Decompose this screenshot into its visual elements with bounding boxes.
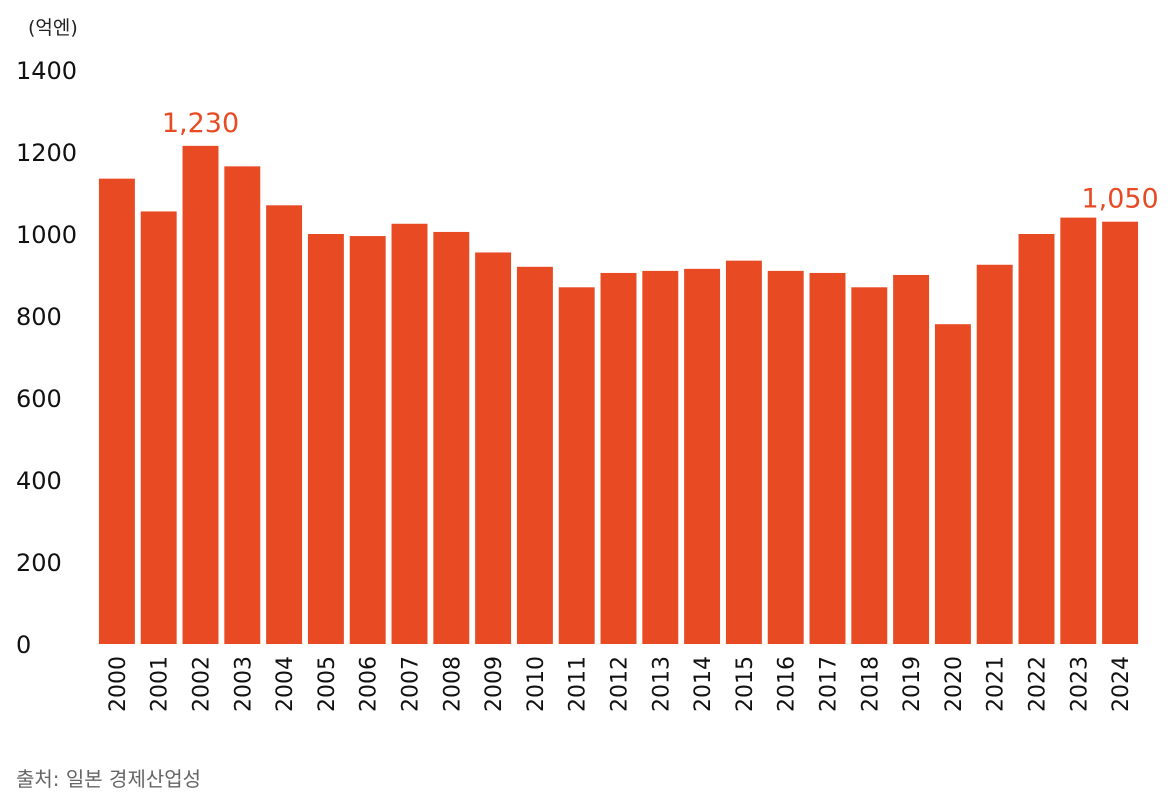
x-tick-label: 2024	[1109, 656, 1134, 712]
bar-2001	[140, 211, 177, 644]
x-tick-label: 2008	[440, 656, 465, 712]
x-tick-label: 2010	[524, 656, 549, 712]
bar-2020	[934, 324, 971, 644]
x-tick-label: 2020	[942, 656, 967, 712]
bar-2009	[475, 252, 512, 644]
bar-2011	[558, 287, 595, 644]
x-tick-label: 2002	[190, 656, 215, 712]
bar-2022	[1018, 234, 1055, 644]
y-tick-label: 1000	[16, 221, 77, 249]
bar-2021	[976, 264, 1013, 644]
x-axis: 2000 2001 2002 2003 2004 2005 2006 2007 2008 2009…	[106, 656, 1134, 712]
bar-2019	[893, 275, 930, 644]
y-tick-label: 0	[16, 631, 31, 659]
bar-2018	[851, 287, 888, 644]
bar-2014	[684, 268, 721, 644]
y-unit-label: (억엔)	[28, 17, 78, 39]
y-tick-label: 800	[16, 303, 62, 331]
bar-2000	[98, 178, 135, 644]
source-note: 출처: 일본 경제산업성	[16, 767, 202, 791]
x-tick-label: 2006	[357, 656, 382, 712]
bar-2007	[391, 223, 428, 644]
bar-2005	[307, 234, 344, 644]
x-tick-label: 2012	[608, 656, 633, 712]
bar-2016	[767, 270, 804, 644]
x-tick-label: 2011	[566, 656, 591, 712]
bar-2010	[516, 266, 553, 644]
bar-2003	[224, 166, 261, 644]
y-tick-label: 1400	[16, 57, 77, 85]
x-tick-label: 2018	[858, 656, 883, 712]
y-tick-label: 600	[16, 385, 62, 413]
x-tick-label: 2013	[649, 656, 674, 712]
bar-2017	[809, 272, 846, 644]
x-tick-label: 2014	[691, 656, 716, 712]
annotation-label: 1,230	[162, 108, 239, 139]
bar-2008	[433, 231, 470, 644]
annotations: 1,230 1,050	[162, 108, 1159, 215]
x-tick-label: 2022	[1026, 656, 1051, 712]
bar-2015	[725, 260, 762, 644]
x-tick-label: 2007	[399, 656, 424, 712]
x-tick-label: 2017	[817, 656, 842, 712]
x-tick-label: 2004	[273, 656, 298, 712]
annotation-label: 1,050	[1081, 184, 1158, 215]
x-tick-label: 2009	[482, 656, 507, 712]
bar-2012	[600, 272, 637, 644]
bar-2024	[1102, 221, 1139, 644]
x-tick-label: 2000	[106, 656, 131, 712]
x-tick-label: 2001	[148, 656, 173, 712]
bar-2023	[1060, 217, 1097, 644]
y-tick-label: 1200	[16, 139, 77, 167]
x-tick-label: 2023	[1067, 656, 1092, 712]
x-tick-label: 2003	[231, 656, 256, 712]
x-tick-label: 2019	[900, 656, 925, 712]
bar-2004	[266, 205, 303, 645]
x-tick-label: 2021	[984, 656, 1009, 712]
bar-2002	[182, 145, 219, 644]
x-tick-label: 2016	[775, 656, 800, 712]
bars	[98, 145, 1139, 645]
y-axis: 0 200 400 600 800 1000 1200 1400	[16, 57, 77, 659]
bar-2006	[349, 236, 386, 645]
x-tick-label: 2015	[733, 656, 758, 712]
y-tick-label: 400	[16, 467, 62, 495]
x-tick-label: 2005	[315, 656, 340, 712]
y-tick-label: 200	[16, 549, 62, 577]
bar-2013	[642, 270, 679, 644]
